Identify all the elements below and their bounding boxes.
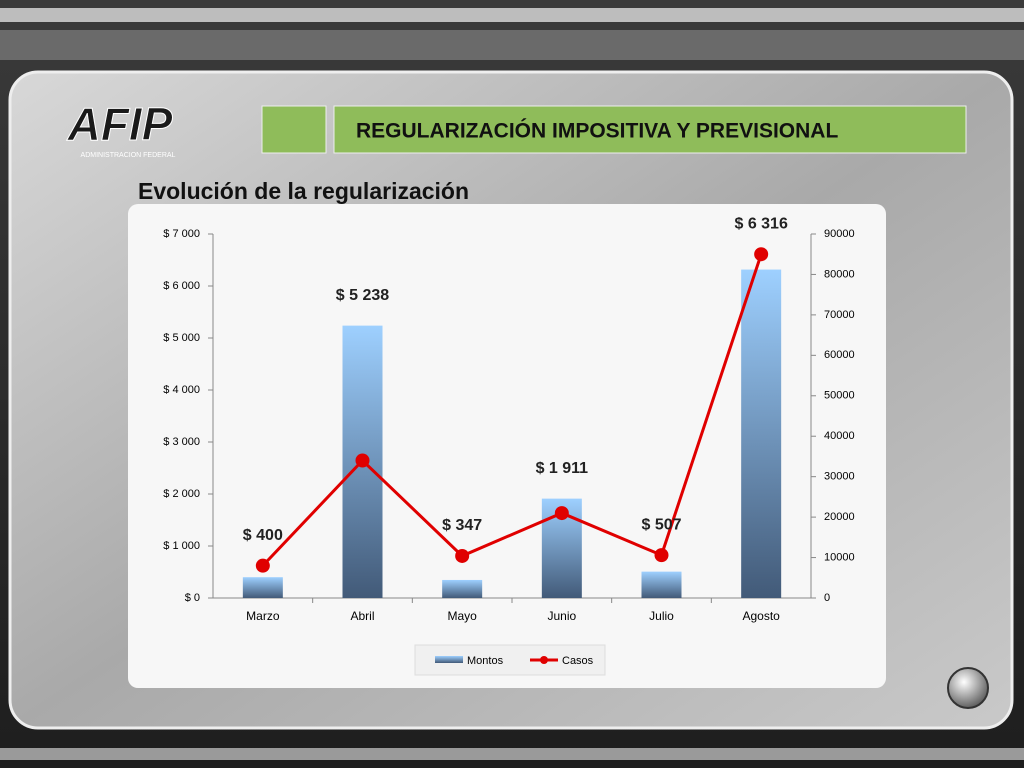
marker — [654, 548, 669, 563]
marker — [754, 247, 769, 262]
y-tick-label: $ 2 000 — [163, 488, 200, 500]
chart-title: Evolución de la regularización — [138, 178, 469, 204]
bar — [641, 571, 682, 598]
y-tick-label: $ 6 000 — [163, 280, 200, 292]
header-title: REGULARIZACIÓN IMPOSITIVA Y PREVISIONAL — [356, 119, 838, 143]
y2-tick-label: 30000 — [824, 471, 855, 483]
legend-label: Montos — [467, 655, 504, 667]
y2-tick-label: 90000 — [824, 228, 855, 240]
data-label: $ 347 — [442, 517, 482, 534]
x-tick-label: Marzo — [246, 609, 280, 623]
y-tick-label: $ 4 000 — [163, 384, 200, 396]
knob — [947, 667, 989, 709]
y2-tick-label: 50000 — [824, 390, 855, 402]
data-label: $ 507 — [641, 516, 681, 533]
x-tick-label: Mayo — [447, 609, 477, 623]
y2-tick-label: 80000 — [824, 268, 855, 280]
stripe — [0, 748, 1024, 760]
y-tick-label: $ 3 000 — [163, 436, 200, 448]
bar — [741, 269, 782, 598]
y2-tick-label: 0 — [824, 592, 830, 604]
x-tick-label: Junio — [547, 609, 576, 623]
y2-tick-label: 40000 — [824, 430, 855, 442]
chart-panel — [128, 204, 886, 688]
legend-swatch — [540, 656, 548, 664]
y-tick-label: $ 7 000 — [163, 228, 200, 240]
marker — [355, 453, 370, 468]
stripe — [0, 30, 1024, 60]
header-square — [261, 105, 327, 154]
y-tick-label: $ 5 000 — [163, 332, 200, 344]
stripe — [0, 8, 1024, 22]
logo-subtitle: ADMINISTRACION FEDERAL — [81, 152, 176, 159]
marker — [554, 506, 569, 521]
data-label: $ 6 316 — [734, 215, 787, 232]
legend-swatch — [435, 656, 463, 663]
legend-label: Casos — [562, 655, 594, 667]
y-tick-label: $ 0 — [185, 592, 200, 604]
y2-tick-label: 10000 — [824, 551, 855, 563]
marker — [255, 558, 270, 573]
y2-tick-label: 20000 — [824, 511, 855, 523]
y2-tick-label: 70000 — [824, 309, 855, 321]
header-bar — [333, 105, 967, 154]
x-tick-label: Abril — [350, 609, 374, 623]
y-tick-label: $ 1 000 — [163, 540, 200, 552]
marker — [455, 548, 470, 563]
logo: AFIP — [67, 98, 173, 150]
bar — [442, 579, 483, 598]
data-label: $ 1 911 — [536, 460, 589, 477]
y2-tick-label: 60000 — [824, 349, 855, 361]
line — [261, 253, 763, 567]
data-label: $ 400 — [243, 527, 283, 544]
x-tick-label: Agosto — [742, 609, 780, 623]
x-tick-label: Julio — [649, 609, 674, 623]
bar — [242, 577, 283, 598]
data-label: $ 5 238 — [336, 287, 389, 304]
